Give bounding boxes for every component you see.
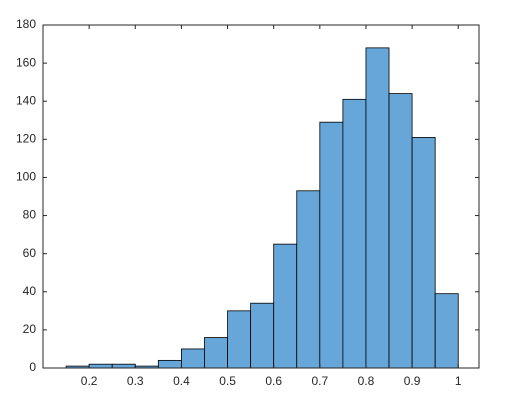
histogram-bar bbox=[157, 359, 182, 369]
histogram-bar bbox=[296, 190, 321, 369]
histogram-bar bbox=[388, 93, 413, 369]
y-tick-label: 0 bbox=[29, 360, 36, 374]
y-tick-label: 100 bbox=[16, 170, 36, 184]
axes-box bbox=[42, 24, 480, 369]
x-tick-label: 0.7 bbox=[311, 374, 328, 388]
histogram-bar bbox=[273, 243, 298, 369]
y-tick-label: 180 bbox=[16, 17, 36, 31]
histogram-bar bbox=[319, 121, 344, 369]
histogram-bar bbox=[434, 293, 459, 369]
histogram-bar bbox=[181, 348, 205, 369]
y-tick-label: 120 bbox=[16, 132, 36, 146]
x-tick-label: 0.9 bbox=[404, 374, 421, 388]
histogram-bar bbox=[411, 137, 436, 369]
x-tick-label: 0.2 bbox=[81, 374, 98, 388]
histogram-bar bbox=[111, 363, 136, 369]
histogram-bar bbox=[227, 310, 252, 369]
histogram-bar bbox=[365, 47, 390, 369]
y-tick-label: 140 bbox=[16, 93, 36, 107]
x-tick-label: 0.5 bbox=[219, 374, 236, 388]
histogram-bar bbox=[204, 337, 228, 369]
y-tick-label: 80 bbox=[23, 208, 37, 222]
histogram-bar bbox=[250, 302, 275, 369]
y-tick-label: 60 bbox=[23, 246, 37, 260]
y-tick-label: 20 bbox=[23, 322, 37, 336]
x-tick-label: 0.8 bbox=[358, 374, 375, 388]
x-tick-label: 0.3 bbox=[127, 374, 144, 388]
histogram-bar bbox=[342, 98, 367, 369]
y-tick-label: 40 bbox=[23, 284, 37, 298]
histogram-bar bbox=[88, 363, 113, 369]
x-tick-label: 0.6 bbox=[265, 374, 282, 388]
x-tick-label: 0.4 bbox=[173, 374, 190, 388]
x-tick-label: 1 bbox=[455, 374, 462, 388]
y-tick-label: 160 bbox=[16, 55, 36, 69]
